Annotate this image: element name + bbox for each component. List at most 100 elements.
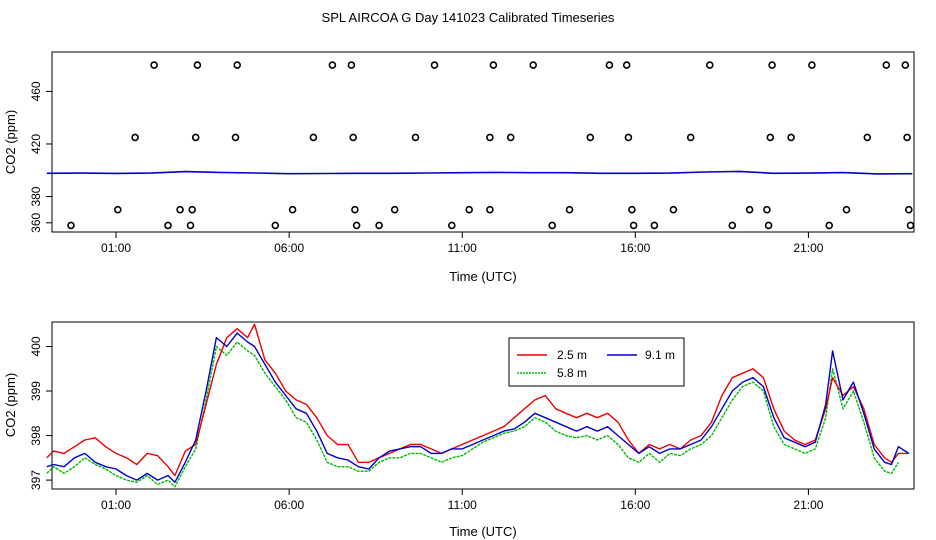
top-y-tick-label: 380 <box>29 186 43 206</box>
top-panel-y-axis-label: CO2 (ppm) <box>3 110 18 174</box>
scatter-point <box>605 61 614 69</box>
bottom-x-tick-label: 21:00 <box>793 498 823 512</box>
scatter-point <box>901 61 910 69</box>
scatter-point <box>150 61 158 69</box>
scatter-point <box>271 221 280 230</box>
top-y-tick-label: 460 <box>29 81 43 101</box>
scatter-point <box>650 221 659 230</box>
scatter-point <box>67 221 75 230</box>
top-x-tick-label: 11:00 <box>448 241 477 255</box>
series-line-2-5-m <box>46 323 909 477</box>
scatter-point <box>430 61 439 69</box>
legend: 2.5 m 9.1 m 5.8 m <box>508 337 685 387</box>
scatter-point <box>686 133 695 142</box>
scatter-point <box>390 205 399 214</box>
top-x-tick-label: 16:00 <box>620 241 650 255</box>
scatter-point <box>486 133 494 142</box>
scatter-point <box>629 221 638 230</box>
scatter-point <box>766 133 775 142</box>
scatter-point <box>768 61 776 69</box>
scatter-point <box>231 133 240 142</box>
scatter-point <box>506 133 515 142</box>
bottom-x-tick-label: 01:00 <box>101 498 131 512</box>
scatter-point <box>787 133 795 142</box>
scatter-point <box>114 205 122 214</box>
bottom-x-tick-label: 16:00 <box>620 498 650 512</box>
scatter-point <box>669 205 678 214</box>
scatter-point <box>347 61 356 69</box>
figure-title: SPL AIRCOA G Day 141023 Calibrated Times… <box>322 10 615 25</box>
scatter-point <box>825 221 834 230</box>
scatter-point <box>904 205 913 214</box>
bottom-x-tick-label: 06:00 <box>274 498 304 512</box>
bottom-y-tick-label: 397 <box>29 470 43 490</box>
scatter-point <box>233 61 241 69</box>
scatter-point <box>882 61 891 69</box>
bottom-panel-lines: 01:00 06:00 11:00 16:00 21:00 397 398 399 400 Ti… <box>3 321 915 539</box>
scatter-point <box>842 205 851 214</box>
bottom-panel-y-axis-label: CO2 (ppm) <box>3 373 18 437</box>
scatter-point <box>176 205 184 214</box>
scatter-point <box>193 61 202 69</box>
bottom-panel-axes: 01:00 06:00 11:00 16:00 21:00 397 398 399 400 <box>29 336 824 512</box>
top-x-tick-label: 01:00 <box>101 241 131 255</box>
scatter-point <box>375 221 383 230</box>
scatter-point <box>763 205 771 214</box>
scatter-point <box>411 133 420 142</box>
bottom-panel-x-axis-label: Time (UTC) <box>449 524 516 539</box>
top-y-tick-label: 360 <box>29 212 43 232</box>
scatter-point <box>447 221 456 230</box>
scatter-point <box>186 221 195 230</box>
top-panel-frame <box>51 51 915 233</box>
scatter-point <box>764 221 773 230</box>
top-panel-co2-line <box>46 170 913 175</box>
scatter-point <box>529 61 538 69</box>
top-x-tick-label: 21:00 <box>793 241 823 255</box>
scatter-point <box>349 133 358 142</box>
scatter-point <box>728 221 737 230</box>
bottom-panel-frame <box>51 321 915 490</box>
bottom-y-tick-label: 398 <box>29 425 43 445</box>
scatter-point <box>808 61 816 69</box>
bottom-panel-series <box>46 323 910 488</box>
series-line-5-8-m <box>46 341 899 488</box>
top-x-tick-label: 06:00 <box>274 241 304 255</box>
legend-label-2-5m: 2.5 m <box>557 348 587 362</box>
scatter-point <box>628 205 636 214</box>
scatter-point <box>164 221 172 230</box>
scatter-point <box>351 205 359 214</box>
series-line-9-1-m <box>46 332 910 483</box>
bottom-y-tick-label: 399 <box>29 381 43 401</box>
scatter-point <box>131 133 139 142</box>
scatter-point <box>565 205 574 214</box>
legend-box <box>508 337 685 387</box>
scatter-point <box>486 205 494 214</box>
scatter-point <box>352 221 361 230</box>
scatter-point <box>745 205 754 214</box>
scatter-point <box>586 133 595 142</box>
scatter-point <box>705 61 714 69</box>
scatter-point <box>903 133 911 142</box>
scatter-point <box>188 205 196 214</box>
top-panel-x-axis-label: Time (UTC) <box>449 269 516 284</box>
scatter-point <box>906 221 915 230</box>
top-panel-marks <box>46 61 915 230</box>
scatter-point <box>191 133 200 142</box>
bottom-x-tick-label: 11:00 <box>448 498 477 512</box>
scatter-point <box>328 61 337 69</box>
scatter-point <box>624 133 633 142</box>
scatter-point <box>622 61 631 69</box>
scatter-point <box>548 221 557 230</box>
legend-label-9-1m: 9.1 m <box>645 348 675 362</box>
scatter-point <box>309 133 318 142</box>
top-panel-scatter: 01:00 06:00 11:00 16:00 21:00 360 380 420 460 Ti… <box>3 51 915 284</box>
scatter-point <box>863 133 872 142</box>
top-panel-axes: 01:00 06:00 11:00 16:00 21:00 360 380 420 460 <box>29 81 824 255</box>
scatter-point <box>288 205 297 214</box>
top-y-tick-label: 420 <box>29 134 43 154</box>
scatter-point <box>465 205 474 214</box>
legend-label-5-8m: 5.8 m <box>557 366 587 380</box>
scatter-point <box>489 61 498 69</box>
bottom-y-tick-label: 400 <box>29 336 43 356</box>
